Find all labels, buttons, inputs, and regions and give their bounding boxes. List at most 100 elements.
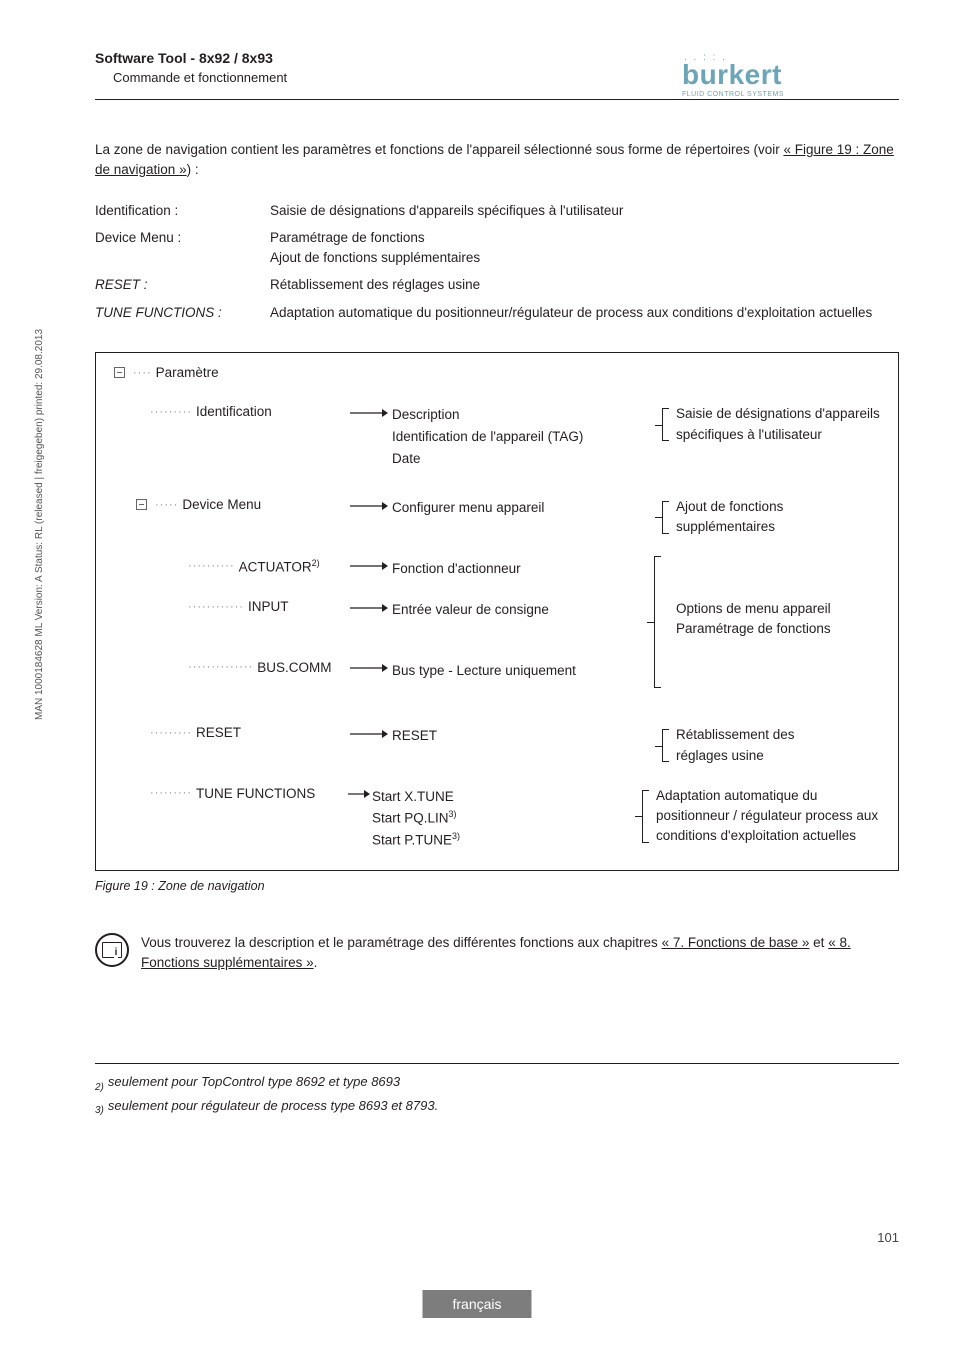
desc-text: Ajout de fonctions: [676, 499, 783, 514]
def-key: RESET :: [95, 271, 270, 299]
tree-node: ···· Paramètre: [114, 365, 344, 380]
note-link[interactable]: « 7. Fonctions de base »: [662, 935, 810, 950]
tree-row-buscomm: ··············BUS.COMM Bus type - Lectur…: [114, 660, 880, 682]
arrow-icon: [344, 497, 392, 512]
collapse-icon: [136, 499, 147, 510]
footnote-text: seulement pour TopControl type 8692 et t…: [108, 1074, 400, 1089]
desc-text: Adaptation automatique du positionneur /…: [656, 788, 878, 844]
nav-tree: ···· Paramètre ········· Identification De…: [114, 365, 880, 851]
footnote-num: 3): [95, 1105, 104, 1116]
tree-label: TUNE FUNCTIONS: [196, 786, 315, 801]
tree-dots: ·········: [150, 787, 192, 799]
note-part: Vous trouverez la description et le para…: [141, 935, 662, 950]
tree-desc: Ajout de fonctions supplémentaires: [642, 497, 880, 538]
mid-line: Start P.TUNE: [372, 833, 452, 848]
tree-mid: Entrée valeur de consigne: [392, 599, 642, 621]
mid-line: Start PQ.LIN: [372, 811, 449, 826]
tree-row-input: ············INPUT Entrée valeur de consi…: [114, 599, 880, 640]
tree-mid: Start X.TUNE Start PQ.LIN3) Start P.TUNE…: [372, 786, 622, 852]
page-number: 101: [877, 1230, 899, 1245]
desc-text: supplémentaires: [676, 519, 775, 534]
brace: Ajout de fonctions supplémentaires: [662, 497, 880, 538]
tree-dots: ··········: [188, 560, 235, 572]
tree-label: RESET: [196, 725, 241, 740]
tree-row-root: ···· Paramètre: [114, 365, 880, 380]
tree-dots: ····: [133, 367, 152, 379]
desc-text: Rétablissement des: [676, 727, 795, 742]
logo-tagline: FLUID CONTROL SYSTEMS: [682, 91, 784, 98]
tree-label: BUS.COMM: [257, 660, 331, 675]
tree-node: ·········· ACTUATOR2): [114, 558, 344, 575]
language-tab: français: [422, 1290, 531, 1318]
table-row: Identification : Saisie de désignations …: [95, 197, 899, 225]
tree-node: ········· Identification: [114, 404, 344, 419]
tree-desc: Rétablissement des réglages usine: [642, 725, 880, 766]
tree-desc: Saisie de désignations d'appareils spéci…: [642, 404, 880, 445]
table-row: TUNE FUNCTIONS : Adaptation automatique …: [95, 299, 899, 327]
tree-label: Identification: [196, 404, 272, 419]
tree-label: Paramètre: [156, 365, 219, 380]
tree-row-tune: ········· TUNE FUNCTIONS Start X.TUNE Sta…: [114, 786, 880, 852]
footnote-line: 2) seulement pour TopControl type 8692 et…: [95, 1072, 899, 1096]
def-value-line: Paramétrage de fonctions: [270, 230, 425, 245]
tree-dots: ·········: [150, 406, 192, 418]
arrow-icon: [344, 404, 392, 419]
footnotes: 2) seulement pour TopControl type 8692 et…: [95, 1072, 899, 1119]
def-key: TUNE FUNCTIONS :: [95, 299, 270, 327]
tree-mid: Description Identification de l'appareil…: [392, 404, 642, 469]
tree-node: ·············· BUS.COMM: [114, 660, 344, 675]
mid-line: Date: [392, 451, 421, 466]
info-note: i Vous trouverez la description et le pa…: [95, 933, 899, 974]
info-icon: i: [95, 933, 129, 967]
footnote-rule: [95, 1063, 899, 1064]
brace: Rétablissement des réglages usine: [662, 725, 880, 766]
mid-line: Description: [392, 407, 460, 422]
tree-dots: ············: [188, 601, 244, 613]
footnote-num: 2): [95, 1082, 104, 1093]
arrow-icon: [344, 558, 392, 573]
collapse-icon: [114, 367, 125, 378]
tree-desc: Options de menu appareil Paramétrage de …: [642, 599, 880, 640]
brace: Saisie de désignations d'appareils spéci…: [662, 404, 880, 445]
mid-line: Start X.TUNE: [372, 789, 454, 804]
intro-text-after: ) :: [187, 162, 199, 177]
intro-text-before: La zone de navigation contient les param…: [95, 142, 783, 157]
desc-text: Paramétrage de fonctions: [676, 621, 831, 636]
side-metadata: MAN 1000184628 ML Version: A Status: RL …: [34, 329, 45, 720]
note-text: Vous trouverez la description et le para…: [141, 933, 899, 974]
desc-text: réglages usine: [676, 748, 764, 763]
tree-mid: RESET: [392, 725, 642, 747]
figure-caption: Figure 19 : Zone de navigation: [95, 879, 899, 893]
figure-box: ···· Paramètre ········· Identification De…: [95, 352, 899, 870]
def-key: Identification :: [95, 197, 270, 225]
def-value: Adaptation automatique du positionneur/r…: [270, 299, 899, 327]
footnote-text: seulement pour régulateur de process typ…: [108, 1098, 438, 1113]
label-text: ACTUATOR: [239, 559, 312, 574]
arrow-icon: [344, 599, 392, 614]
logo-word: burkert: [682, 61, 784, 89]
tree-label: Device Menu: [182, 497, 261, 512]
arrow-icon: [344, 786, 372, 801]
tree-dots: ·····: [155, 499, 178, 511]
tree-dots: ··············: [188, 661, 253, 673]
arrow-icon: [344, 660, 392, 675]
def-key: Device Menu :: [95, 224, 270, 271]
table-row: Device Menu : Paramétrage de fonctions A…: [95, 224, 899, 271]
note-part: .: [314, 955, 318, 970]
tree-dots: ·········: [150, 727, 192, 739]
mid-line: Identification de l'appareil (TAG): [392, 429, 583, 444]
tree-node: ········· RESET: [114, 725, 344, 740]
def-value-line: Ajout de fonctions supplémentaires: [270, 250, 480, 265]
tree-desc: Adaptation automatique du positionneur /…: [622, 786, 880, 847]
footnote-line: 3) seulement pour régulateur de process t…: [95, 1096, 899, 1120]
tree-row-reset: ········· RESET RESET Rétablissement des …: [114, 725, 880, 766]
tree-row-identification: ········· Identification Description Iden…: [114, 404, 880, 469]
def-value: Saisie de désignations d'appareils spéci…: [270, 197, 899, 225]
desc-text: Saisie de désignations d'appareils spéci…: [676, 406, 880, 441]
tree-mid: Fonction d'actionneur: [392, 558, 642, 580]
superscript: 2): [312, 558, 320, 568]
tree-node: ········· TUNE FUNCTIONS: [114, 786, 344, 801]
brace: Adaptation automatique du positionneur /…: [642, 786, 880, 847]
tree-row-devicemenu: ·····Device Menu Configurer menu apparei…: [114, 497, 880, 538]
def-value: Paramétrage de fonctions Ajout de foncti…: [270, 224, 899, 271]
